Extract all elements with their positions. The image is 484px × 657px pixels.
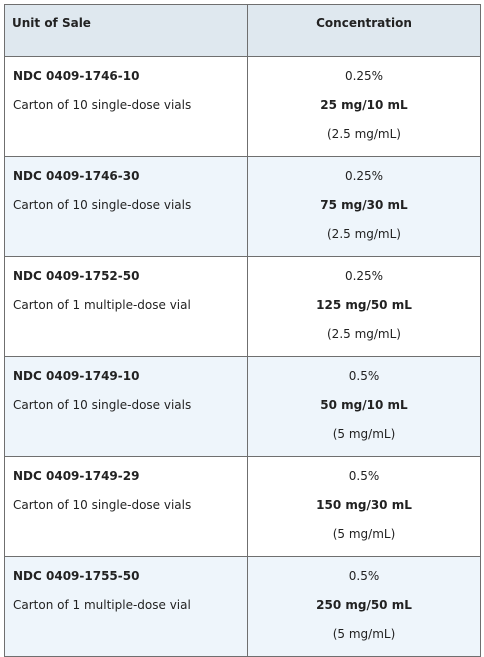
concentration-amount: 25 mg/10 mL <box>320 98 408 112</box>
concentration-cell: 0.25% 125 mg/50 mL (2.5 mg/mL) <box>247 256 481 357</box>
concentration-cell: 0.25% 75 mg/30 mL (2.5 mg/mL) <box>247 156 481 257</box>
ndc-code: NDC 0409-1755-50 <box>13 569 140 583</box>
concentration-per-ml: (2.5 mg/mL) <box>327 227 401 241</box>
concentration-amount: 75 mg/30 mL <box>320 198 408 212</box>
ndc-code: NDC 0409-1746-10 <box>13 69 140 83</box>
package-description: Carton of 10 single-dose vials <box>13 498 192 512</box>
concentration-cell: 0.5% 250 mg/50 mL (5 mg/mL) <box>247 556 481 657</box>
table-row: NDC 0409-1749-29 Carton of 10 single-dos… <box>4 456 481 557</box>
ndc-code: NDC 0409-1746-30 <box>13 169 140 183</box>
package-description: Carton of 1 multiple-dose vial <box>13 298 191 312</box>
header-unit-of-sale: Unit of Sale <box>4 4 248 57</box>
table-row: NDC 0409-1746-10 Carton of 10 single-dos… <box>4 56 481 157</box>
concentration-amount: 125 mg/50 mL <box>316 298 412 312</box>
table-row: NDC 0409-1752-50 Carton of 1 multiple-do… <box>4 256 481 357</box>
concentration-percent: 0.5% <box>348 469 380 483</box>
product-table-container: Unit of Sale Concentration NDC 0409-1746… <box>4 4 481 657</box>
unit-cell: NDC 0409-1746-10 Carton of 10 single-dos… <box>4 56 248 157</box>
concentration-percent: 0.25% <box>344 169 384 183</box>
package-description: Carton of 10 single-dose vials <box>13 398 192 412</box>
unit-cell: NDC 0409-1749-29 Carton of 10 single-dos… <box>4 456 248 557</box>
concentration-percent: 0.25% <box>344 269 384 283</box>
concentration-per-ml: (5 mg/mL) <box>332 627 396 641</box>
table-row: NDC 0409-1755-50 Carton of 1 multiple-do… <box>4 556 481 657</box>
concentration-percent: 0.5% <box>348 569 380 583</box>
unit-of-sale-table: Unit of Sale Concentration NDC 0409-1746… <box>4 4 481 657</box>
package-description: Carton of 10 single-dose vials <box>13 98 192 112</box>
table-row: NDC 0409-1749-10 Carton of 10 single-dos… <box>4 356 481 457</box>
concentration-per-ml: (5 mg/mL) <box>332 527 396 541</box>
concentration-per-ml: (2.5 mg/mL) <box>327 127 401 141</box>
package-description: Carton of 10 single-dose vials <box>13 198 192 212</box>
concentration-cell: 0.5% 150 mg/30 mL (5 mg/mL) <box>247 456 481 557</box>
concentration-amount: 250 mg/50 mL <box>316 598 412 612</box>
unit-cell: NDC 0409-1746-30 Carton of 10 single-dos… <box>4 156 248 257</box>
concentration-percent: 0.5% <box>348 369 380 383</box>
concentration-per-ml: (5 mg/mL) <box>332 427 396 441</box>
ndc-code: NDC 0409-1752-50 <box>13 269 140 283</box>
concentration-amount: 50 mg/10 mL <box>320 398 408 412</box>
unit-cell: NDC 0409-1755-50 Carton of 1 multiple-do… <box>4 556 248 657</box>
ndc-code: NDC 0409-1749-29 <box>13 469 140 483</box>
unit-cell: NDC 0409-1749-10 Carton of 10 single-dos… <box>4 356 248 457</box>
header-concentration: Concentration <box>247 4 481 57</box>
table-header-row: Unit of Sale Concentration <box>4 4 481 57</box>
package-description: Carton of 1 multiple-dose vial <box>13 598 191 612</box>
concentration-per-ml: (2.5 mg/mL) <box>327 327 401 341</box>
concentration-cell: 0.25% 25 mg/10 mL (2.5 mg/mL) <box>247 56 481 157</box>
table-row: NDC 0409-1746-30 Carton of 10 single-dos… <box>4 156 481 257</box>
concentration-cell: 0.5% 50 mg/10 mL (5 mg/mL) <box>247 356 481 457</box>
ndc-code: NDC 0409-1749-10 <box>13 369 140 383</box>
concentration-amount: 150 mg/30 mL <box>316 498 412 512</box>
unit-cell: NDC 0409-1752-50 Carton of 1 multiple-do… <box>4 256 248 357</box>
concentration-percent: 0.25% <box>344 69 384 83</box>
